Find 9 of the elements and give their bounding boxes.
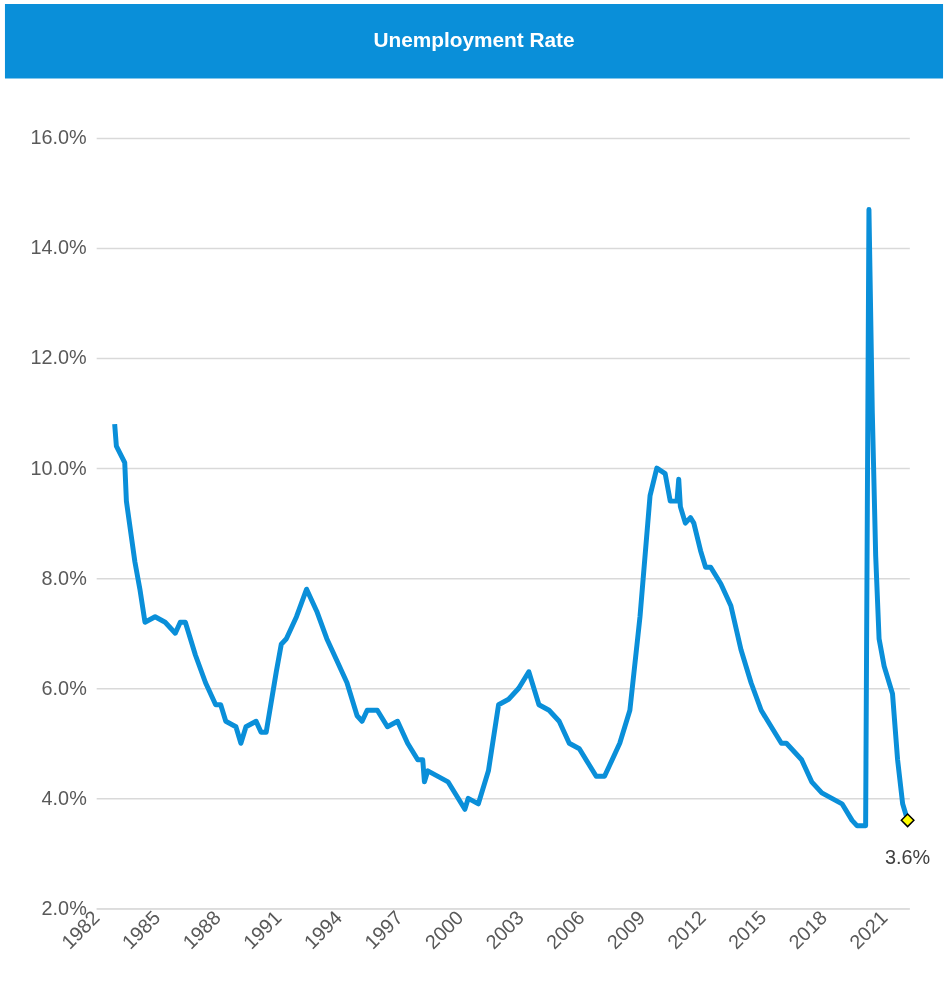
- y-tick-label: 10.0%: [30, 456, 87, 479]
- y-tick-label: 4.0%: [41, 786, 87, 809]
- y-tick-label: 14.0%: [30, 236, 87, 259]
- y-tick-label: 6.0%: [41, 676, 87, 699]
- y-tick-label: 8.0%: [41, 566, 87, 589]
- annotation: 3.6%: [885, 845, 931, 868]
- y-tick-label: 16.0%: [30, 126, 87, 149]
- chart-title: Unemployment Rate: [373, 27, 575, 51]
- y-tick-label: 12.0%: [30, 346, 87, 369]
